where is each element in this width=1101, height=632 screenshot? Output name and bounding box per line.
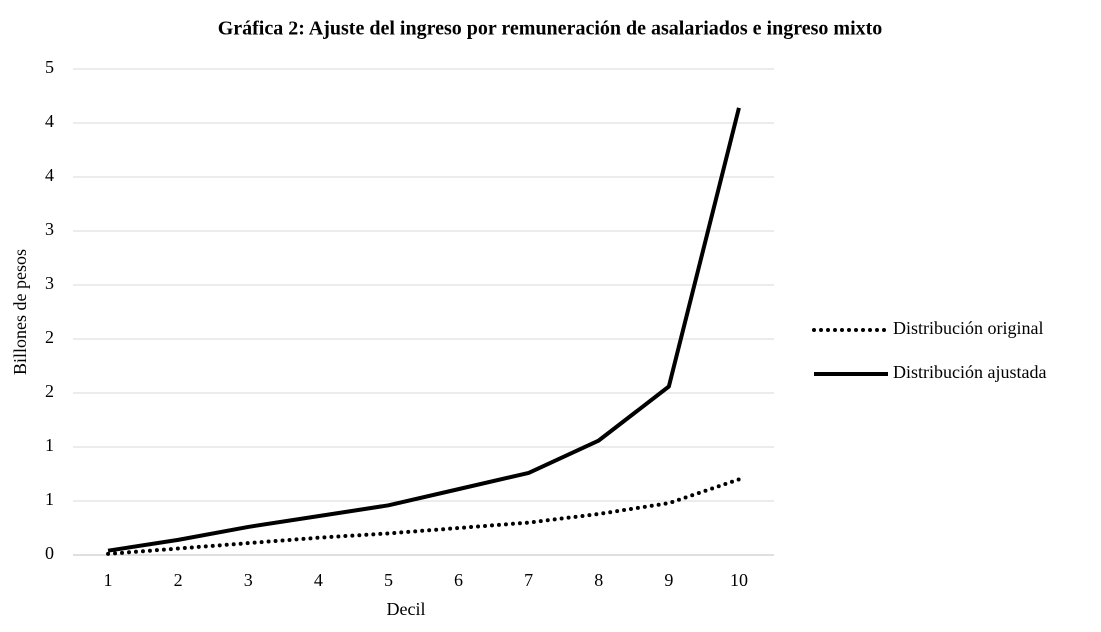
- data-line: [106, 477, 741, 556]
- x-tick-label: 9: [664, 570, 673, 590]
- y-tick-label: 3: [45, 219, 54, 239]
- y-tick-label: 4: [45, 165, 54, 185]
- x-tick-label: 2: [174, 570, 183, 590]
- y-tick-label: 5: [45, 57, 54, 77]
- x-tick-label: 3: [244, 570, 253, 590]
- y-tick-label: 3: [45, 273, 54, 293]
- data-line: [107, 107, 741, 553]
- y-tick-label: 0: [45, 543, 54, 563]
- x-tick-label: 6: [454, 570, 463, 590]
- y-axis-label: Billones de pesos: [10, 249, 30, 375]
- chart-title: Gráfica 2: Ajuste del ingreso por remune…: [218, 18, 883, 40]
- y-tick-label: 4: [45, 111, 54, 131]
- y-tick-label: 1: [45, 489, 54, 509]
- y-tick-label: 1: [45, 435, 54, 455]
- y-tick-label: 2: [45, 327, 54, 347]
- x-tick-label: 1: [104, 570, 113, 590]
- y-tick-label: 2: [45, 381, 54, 401]
- x-axis-label: Decil: [387, 599, 426, 619]
- x-tick-label: 10: [730, 570, 748, 590]
- x-tick-label: 7: [524, 570, 533, 590]
- legend-label: Distribución original: [893, 318, 1043, 338]
- x-tick-label: 4: [314, 570, 323, 590]
- x-tick-label: 5: [384, 570, 393, 590]
- legend-label: Distribución ajustada: [893, 362, 1046, 382]
- x-tick-label: 8: [594, 570, 603, 590]
